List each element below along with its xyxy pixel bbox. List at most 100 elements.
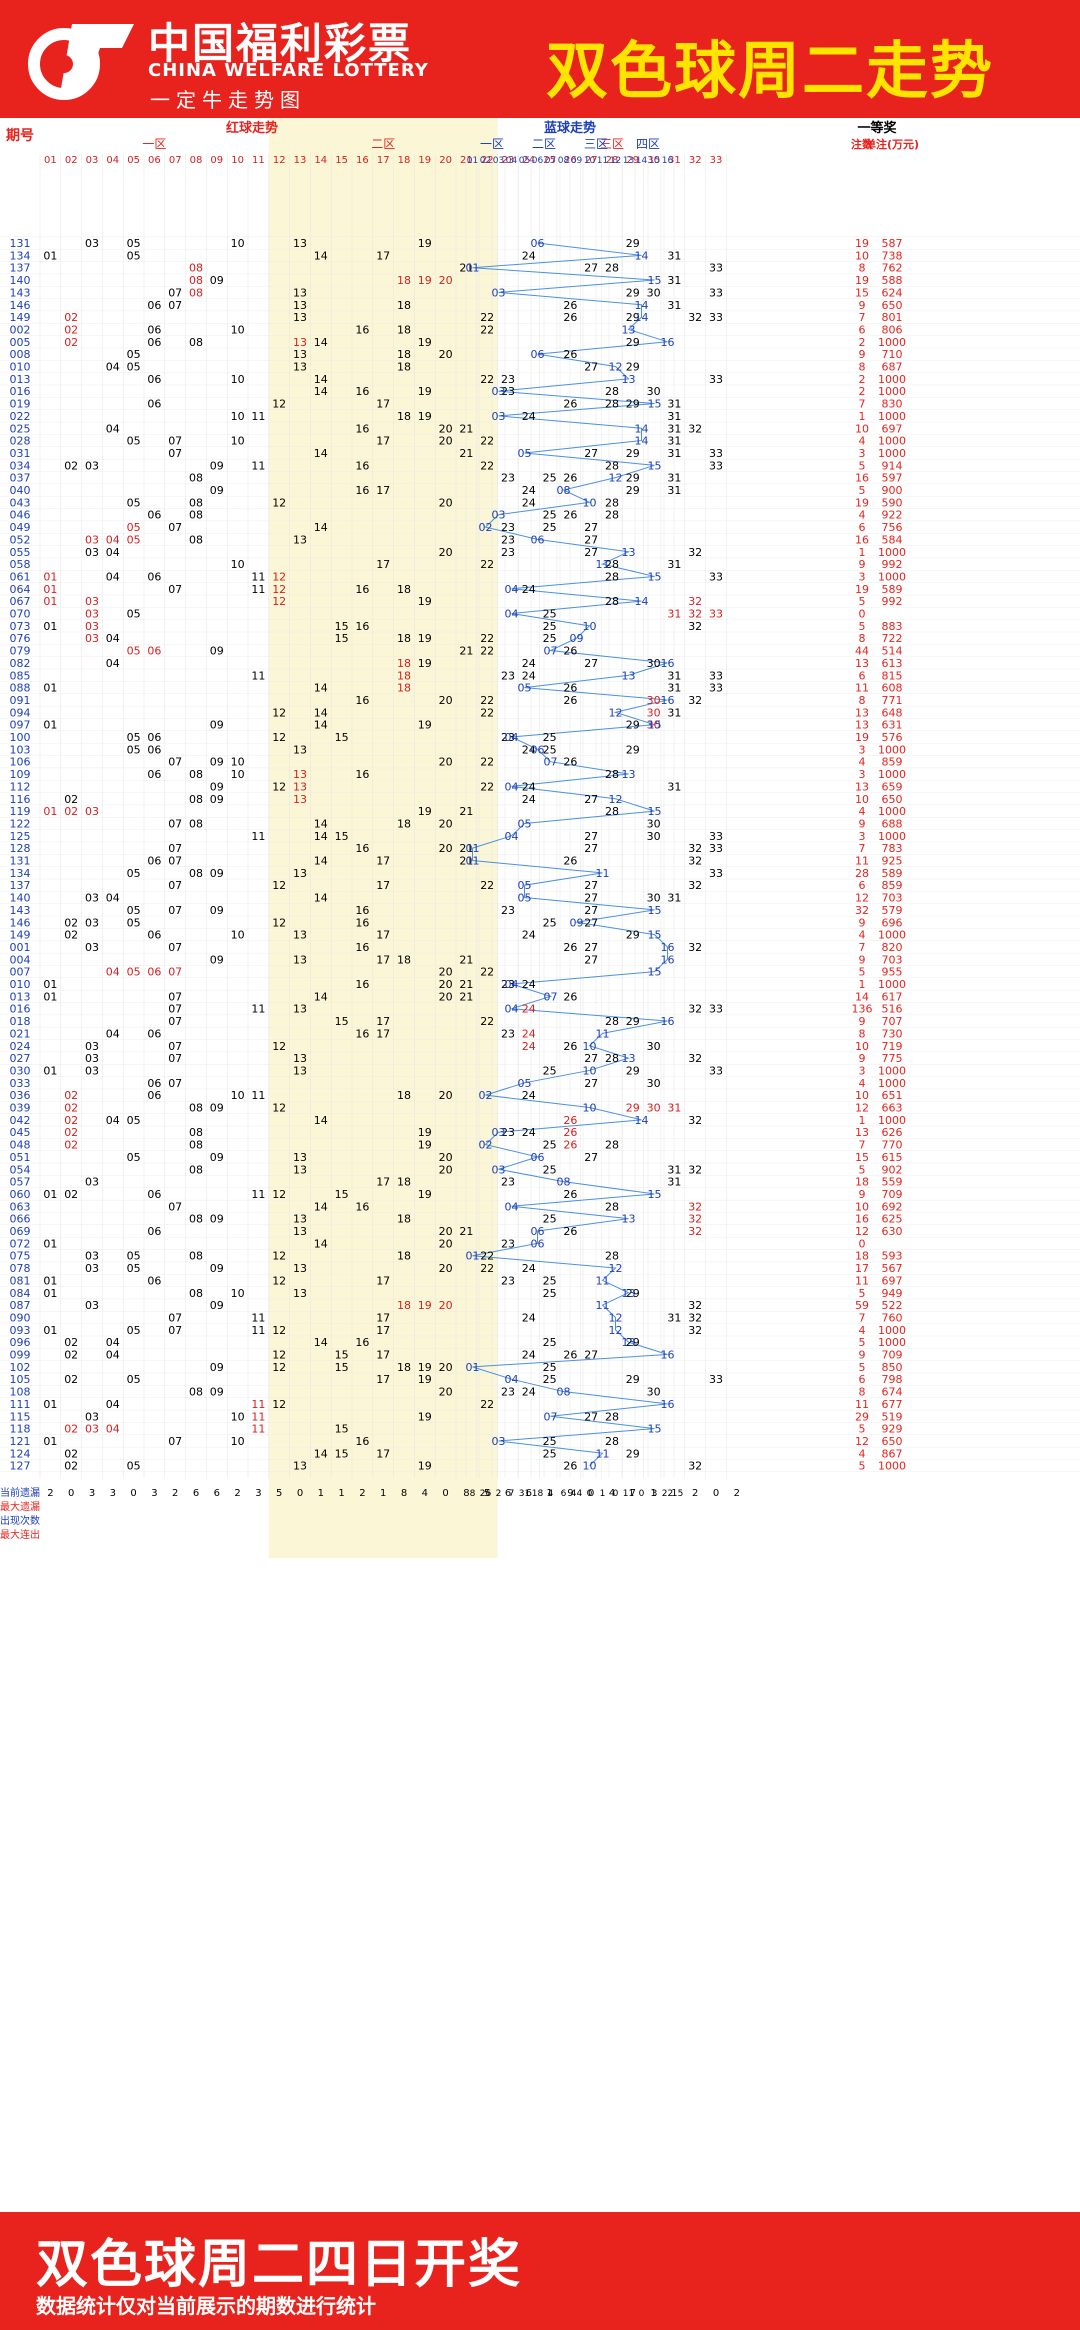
red-ball-mark: 18 <box>397 1299 411 1312</box>
red-ball-mark: 25 <box>543 1139 557 1152</box>
prize-count: 7 <box>859 398 866 411</box>
red-ball-mark: 20 <box>439 1089 453 1102</box>
red-ball-mark: 20 <box>439 966 453 979</box>
prize-count: 6 <box>859 1373 866 1386</box>
prize-count: 13 <box>855 1126 869 1139</box>
red-ball-mark: 10 <box>231 756 245 769</box>
prize-count: 5 <box>859 1460 866 1473</box>
period-label: 075 <box>10 1250 31 1263</box>
red-ball-mark: 11 <box>251 1398 265 1411</box>
blue-ball-mark: 12 <box>609 1311 623 1324</box>
red-ball-mark: 16 <box>355 1027 369 1040</box>
red-col-label-32: 32 <box>689 155 702 166</box>
blue-ball-mark: 06 <box>531 1237 545 1250</box>
blue-ball-mark: 15 <box>648 929 662 942</box>
period-label: 010 <box>10 361 31 374</box>
prize-count: 7 <box>859 1139 866 1152</box>
red-ball-mark: 32 <box>688 1163 702 1176</box>
period-label: 031 <box>10 447 31 460</box>
period-label: 024 <box>10 1040 31 1053</box>
blue-ball-mark: 12 <box>609 472 623 485</box>
red-ball-mark: 07 <box>168 583 182 596</box>
prize-count: 0 <box>859 608 866 621</box>
period-label: 146 <box>10 299 31 312</box>
red-ball-mark: 24 <box>522 929 536 942</box>
blue-ball-mark: 09 <box>570 916 584 929</box>
red-col-label-22: 22 <box>481 155 494 166</box>
stats-red-current: 1 <box>380 1488 386 1499</box>
red-ball-mark: 27 <box>584 916 598 929</box>
red-col-label-33: 33 <box>710 155 723 166</box>
red-ball-mark: 23 <box>501 731 515 744</box>
red-ball-mark: 12 <box>272 583 286 596</box>
red-ball-mark: 31 <box>667 682 681 695</box>
prize-amount: 762 <box>882 262 903 275</box>
stats-blue-current: 8 <box>470 1489 476 1499</box>
blue-col-label-16: 16 <box>662 156 674 166</box>
red-ball-mark: 13 <box>293 237 307 250</box>
stats-red-current: 5 <box>484 1488 490 1499</box>
red-ball-mark: 02 <box>64 1447 78 1460</box>
red-ball-mark: 29 <box>626 1064 640 1077</box>
prize-count: 10 <box>855 793 869 806</box>
red-col-label-18: 18 <box>398 155 411 166</box>
prize-amount: 1000 <box>878 435 906 448</box>
period-label: 005 <box>10 336 31 349</box>
red-ball-mark: 11 <box>251 1003 265 1016</box>
prize-count: 9 <box>859 1052 866 1065</box>
stats-blue-current: 31 <box>519 1489 530 1499</box>
prize-amount: 850 <box>882 1361 903 1374</box>
red-ball-mark: 24 <box>522 657 536 670</box>
red-ball-mark: 27 <box>584 1410 598 1423</box>
red-ball-mark: 17 <box>376 1015 390 1028</box>
blue-ball-mark: 03 <box>492 286 506 299</box>
red-ball-mark: 14 <box>314 706 328 719</box>
stats-red-current: 0 <box>68 1488 74 1499</box>
period-label: 001 <box>10 941 31 954</box>
blue-ball-mark: 11 <box>596 1027 610 1040</box>
blue-ball-mark: 03 <box>492 509 506 522</box>
red-ball-mark: 07 <box>168 521 182 534</box>
red-ball-mark: 13 <box>293 348 307 361</box>
red-ball-mark: 23 <box>501 1126 515 1139</box>
stats-label-2: 出现次数 <box>0 1514 40 1527</box>
page-footer: 双色球周二四日开奖 数据统计仅对当前展示的期数进行统计 <box>0 2212 1080 2330</box>
red-ball-mark: 01 <box>43 990 57 1003</box>
prize-count: 12 <box>855 1102 869 1115</box>
red-ball-mark: 27 <box>584 262 598 275</box>
red-ball-mark: 31 <box>667 484 681 497</box>
stats-red-current: 1 <box>546 1488 552 1499</box>
prize-amount: 760 <box>882 1311 903 1324</box>
red-ball-mark: 07 <box>168 1077 182 1090</box>
red-ball-mark: 03 <box>85 1176 99 1189</box>
stats-blue-current: 0 <box>639 1489 645 1499</box>
header-red-zone-1: 一区 <box>142 137 166 151</box>
red-ball-mark: 29 <box>626 1102 640 1115</box>
red-ball-mark: 29 <box>626 398 640 411</box>
red-ball-mark: 09 <box>210 1299 224 1312</box>
prize-amount: 1000 <box>878 570 906 583</box>
prize-amount: 615 <box>882 1151 903 1164</box>
red-ball-mark: 20 <box>439 422 453 435</box>
red-ball-mark: 07 <box>168 855 182 868</box>
red-ball-mark: 01 <box>43 719 57 732</box>
red-ball-mark: 24 <box>522 1003 536 1016</box>
blue-ball-mark: 10 <box>583 1040 597 1053</box>
red-ball-mark: 13 <box>293 1163 307 1176</box>
prize-count: 9 <box>859 1349 866 1362</box>
red-ball-mark: 04 <box>106 966 120 979</box>
red-ball-mark: 04 <box>106 1027 120 1040</box>
red-ball-mark: 18 <box>397 1361 411 1374</box>
red-ball-mark: 28 <box>605 262 619 275</box>
prize-amount: 756 <box>882 521 903 534</box>
period-label: 093 <box>10 1324 31 1337</box>
red-ball-mark: 13 <box>293 953 307 966</box>
red-ball-mark: 19 <box>418 1188 432 1201</box>
red-ball-mark: 28 <box>605 558 619 571</box>
red-ball-mark: 03 <box>85 595 99 608</box>
period-label: 124 <box>10 1447 31 1460</box>
red-ball-mark: 17 <box>376 1274 390 1287</box>
red-ball-mark: 04 <box>106 1114 120 1127</box>
prize-amount: 820 <box>882 941 903 954</box>
stats-blue-current: 3 <box>652 1489 658 1499</box>
